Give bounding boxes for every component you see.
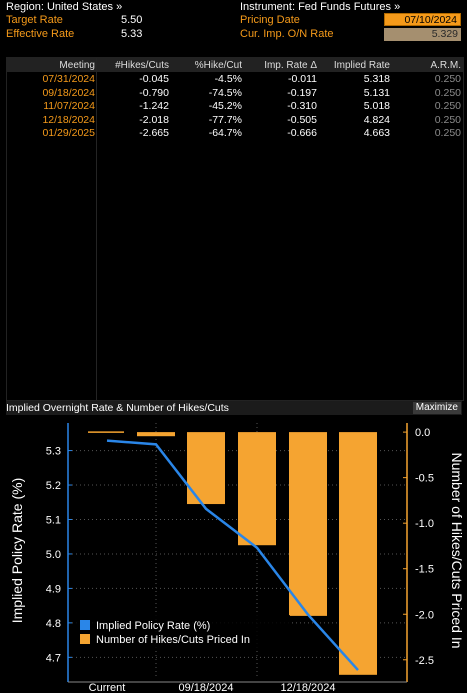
left-tick-label: 5.3 — [46, 446, 61, 458]
right-tick-label: -2.5 — [415, 655, 434, 667]
bar — [289, 432, 327, 616]
cur-imp-rate-label: Cur. Imp. O/N Rate — [240, 28, 334, 40]
legend-swatch-hikes — [80, 634, 90, 644]
x-tick-label: Current — [89, 682, 126, 693]
cell-imp-rate-delta: -0.505 — [287, 113, 317, 126]
target-rate-value: 5.50 — [121, 14, 143, 26]
target-rate-label: Target Rate — [6, 14, 63, 26]
table-header — [7, 58, 463, 72]
cell-arm: 0.250 — [434, 127, 461, 140]
column-header-implied-rate[interactable]: Implied Rate — [333, 60, 390, 71]
left-tick-label: 5.0 — [46, 549, 61, 561]
cell-imp-rate-delta: -0.666 — [287, 127, 317, 140]
bar — [238, 432, 276, 546]
cell-hikes: -2.018 — [139, 113, 169, 126]
table-row[interactable]: 09/18/2024 -0.790 -74.5% -0.197 5.131 0.250 — [7, 87, 463, 100]
x-tick-label: 09/18/2024 — [178, 682, 233, 693]
legend-label-hikes: Number of Hikes/Cuts Priced In — [96, 634, 250, 646]
cell-hikes: -2.665 — [139, 127, 169, 140]
right-tick-label: -1.5 — [415, 564, 434, 576]
cell-implied-rate: 4.824 — [363, 113, 390, 126]
cell-arm: 0.250 — [434, 86, 461, 99]
left-tick-label: 4.9 — [46, 583, 61, 595]
maximize-button[interactable]: Maximize — [412, 402, 461, 414]
meetings-table: Meeting #Hikes/Cuts %Hike/Cut Imp. Rate … — [6, 57, 464, 401]
pricing-date-input[interactable]: 07/10/2024 — [384, 13, 461, 26]
table-row[interactable]: 07/31/2024 -0.045 -4.5% -0.011 5.318 0.250 — [7, 73, 463, 86]
left-tick-label: 5.2 — [46, 480, 61, 492]
column-header-arm[interactable]: A.R.M. — [430, 60, 461, 71]
cur-imp-rate-value: 5.329 — [384, 28, 461, 41]
chart-title: Implied Overnight Rate & Number of Hikes… — [6, 402, 229, 414]
pricing-date-label: Pricing Date — [240, 14, 300, 26]
table-row[interactable]: 01/29/2025 -2.665 -64.7% -0.666 4.663 0.250 — [7, 127, 463, 140]
bar — [137, 432, 175, 437]
right-tick-label: -0.5 — [415, 473, 434, 485]
left-tick-label: 4.8 — [46, 618, 61, 630]
right-tick-label: -1.0 — [415, 518, 434, 530]
table-row[interactable]: 12/18/2024 -2.018 -77.7% -0.505 4.824 0.250 — [7, 114, 463, 127]
cell-pct: -64.7% — [208, 127, 242, 140]
cell-arm: 0.250 — [434, 73, 461, 85]
column-divider — [96, 58, 97, 400]
cell-imp-rate-delta: -0.197 — [287, 86, 317, 99]
cell-implied-rate: 5.018 — [363, 100, 390, 113]
right-tick-label: -2.0 — [415, 609, 434, 621]
cell-meeting: 01/29/2025 — [42, 127, 95, 140]
cell-hikes: -0.790 — [139, 86, 169, 99]
cell-pct: -4.5% — [214, 73, 242, 85]
cell-hikes: -1.242 — [139, 100, 169, 113]
left-tick-label: 4.7 — [46, 652, 61, 664]
cell-pct: -74.5% — [208, 86, 242, 99]
region-selector[interactable]: Region: United States » — [6, 1, 123, 13]
cell-implied-rate: 5.131 — [363, 86, 390, 99]
instrument-selector[interactable]: Instrument: Fed Funds Futures » — [240, 1, 401, 13]
cell-imp-rate-delta: -0.310 — [287, 100, 317, 113]
cell-meeting: 07/31/2024 — [42, 73, 95, 85]
bar — [339, 432, 377, 675]
left-axis-label: Implied Policy Rate (%) — [9, 478, 25, 624]
effective-rate-value: 5.33 — [121, 28, 143, 40]
right-axis-label: Number of Hikes/Cuts Priced In — [449, 452, 465, 648]
rate-line — [106, 439, 359, 671]
x-tick-label: 12/18/2024 — [280, 682, 335, 693]
cell-arm: 0.250 — [434, 113, 461, 126]
cell-pct: -45.2% — [208, 100, 242, 113]
cell-imp-rate-delta: -0.011 — [288, 73, 317, 85]
cell-implied-rate: 5.318 — [363, 73, 390, 85]
cell-meeting: 12/18/2024 — [42, 113, 95, 126]
legend-swatch-rate — [80, 620, 90, 630]
column-header-meeting[interactable]: Meeting — [59, 60, 95, 71]
right-tick-label: 0.0 — [415, 427, 430, 439]
hikes-cuts-chart: 4.7 4.8 4.9 5.0 5.1 5.2 5.3 0.0 -0.5 -1.0 -1.5 -2.0… — [9, 423, 465, 693]
cell-arm: 0.250 — [434, 100, 461, 113]
table-row[interactable]: 11/07/2024 -1.242 -45.2% -0.310 5.018 0.250 — [7, 100, 463, 113]
cell-pct: -77.7% — [208, 113, 242, 126]
cell-implied-rate: 4.663 — [363, 127, 390, 140]
cell-meeting: 11/07/2024 — [43, 100, 95, 113]
column-header-hikes[interactable]: #Hikes/Cuts — [115, 60, 169, 71]
legend-label-rate: Implied Policy Rate (%) — [96, 620, 210, 632]
left-tick-label: 5.1 — [46, 514, 61, 526]
chart-title-bar — [6, 401, 462, 415]
cell-meeting: 09/18/2024 — [42, 86, 95, 99]
legend-box — [74, 615, 290, 651]
column-header-imp-rate-delta[interactable]: Imp. Rate Δ — [264, 60, 317, 71]
column-header-pct[interactable]: %Hike/Cut — [194, 60, 242, 71]
cell-hikes: -0.045 — [139, 73, 169, 85]
effective-rate-label: Effective Rate — [6, 28, 75, 40]
